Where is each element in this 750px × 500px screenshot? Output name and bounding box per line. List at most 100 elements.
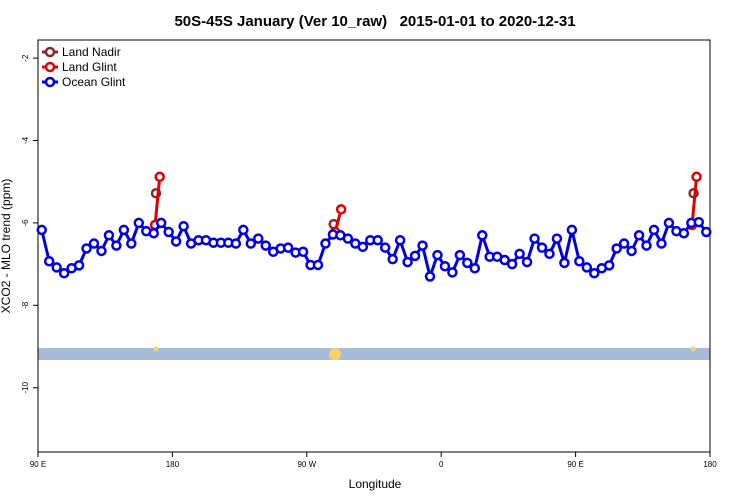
point <box>656 238 667 249</box>
point <box>678 227 690 239</box>
point <box>544 248 555 260</box>
point <box>447 267 458 278</box>
point <box>454 249 466 261</box>
point <box>154 171 165 183</box>
point <box>170 236 182 247</box>
band-dot <box>153 346 159 352</box>
point <box>691 171 702 183</box>
point <box>506 258 518 270</box>
point <box>103 230 115 241</box>
surface-band <box>38 348 710 360</box>
point <box>514 248 525 260</box>
point <box>282 242 294 253</box>
plot-frame <box>37 39 711 453</box>
point <box>88 238 100 249</box>
point <box>402 256 413 268</box>
legend-label: Land Nadir <box>62 45 121 59</box>
point <box>462 257 473 269</box>
point <box>245 238 257 249</box>
point <box>432 249 443 261</box>
legend-label: Ocean Glint <box>62 75 126 89</box>
point <box>499 254 510 266</box>
point <box>155 217 167 229</box>
x-axis-label: Longitude <box>349 477 402 491</box>
point <box>566 224 578 236</box>
y-tick-label: -10 <box>21 381 30 393</box>
legend-marker <box>44 76 56 88</box>
point <box>320 238 331 249</box>
point <box>96 245 107 257</box>
point <box>529 233 540 244</box>
point <box>133 217 145 229</box>
point <box>163 226 174 238</box>
legend-marker <box>44 46 56 58</box>
x-tick-label: 90 E <box>30 460 46 469</box>
point <box>260 240 271 251</box>
point <box>581 262 593 273</box>
y-axis-label: XCO2 - MLO trend (ppm) <box>0 179 13 314</box>
y-tick-label: -8 <box>21 301 30 309</box>
point <box>230 238 242 249</box>
point <box>148 227 159 239</box>
x-tick-label: 90 E <box>567 460 583 469</box>
legend-label: Land Glint <box>62 60 117 74</box>
point <box>43 255 55 267</box>
band-dot <box>690 346 696 352</box>
x-tick-label: 180 <box>166 460 180 469</box>
point <box>439 260 451 272</box>
point <box>589 267 600 279</box>
y-tick-label: -6 <box>21 219 30 227</box>
point <box>417 240 428 251</box>
point <box>58 267 70 279</box>
point <box>73 260 85 271</box>
y-tick-label: -2 <box>21 54 30 62</box>
point <box>335 204 347 215</box>
series-line <box>153 176 699 233</box>
point <box>357 241 369 253</box>
point <box>424 271 436 282</box>
point <box>297 246 309 258</box>
point <box>701 226 712 238</box>
point <box>312 259 324 271</box>
point <box>253 233 264 244</box>
point <box>238 224 249 236</box>
point <box>111 240 122 251</box>
point <box>611 243 622 254</box>
x-tick-label: 90 W <box>297 460 316 469</box>
point <box>618 238 630 249</box>
point <box>626 245 637 257</box>
point <box>394 234 406 246</box>
point <box>693 216 705 228</box>
point <box>551 233 563 244</box>
point <box>574 255 585 267</box>
point <box>641 240 652 251</box>
point <box>559 257 570 269</box>
point <box>126 238 137 249</box>
point <box>477 230 488 241</box>
point <box>118 224 130 236</box>
point <box>469 262 481 274</box>
point <box>603 260 615 271</box>
point <box>379 242 391 253</box>
point <box>372 234 383 246</box>
point <box>536 242 548 253</box>
x-tick-label: 0 <box>439 460 444 469</box>
point <box>663 217 675 229</box>
point <box>409 250 421 262</box>
point <box>51 262 62 273</box>
point <box>521 256 533 268</box>
point <box>36 224 47 236</box>
point <box>633 230 645 241</box>
point <box>178 220 189 232</box>
legend-marker <box>44 61 56 73</box>
y-tick-label: -4 <box>21 136 30 144</box>
point <box>81 243 92 254</box>
point <box>342 233 354 244</box>
point <box>648 224 660 236</box>
band-dot <box>329 348 341 360</box>
point <box>387 253 398 265</box>
x-tick-label: 180 <box>703 460 717 469</box>
chart-title: 50S-45S January (Ver 10_raw) 2015-01-01 … <box>174 13 575 30</box>
